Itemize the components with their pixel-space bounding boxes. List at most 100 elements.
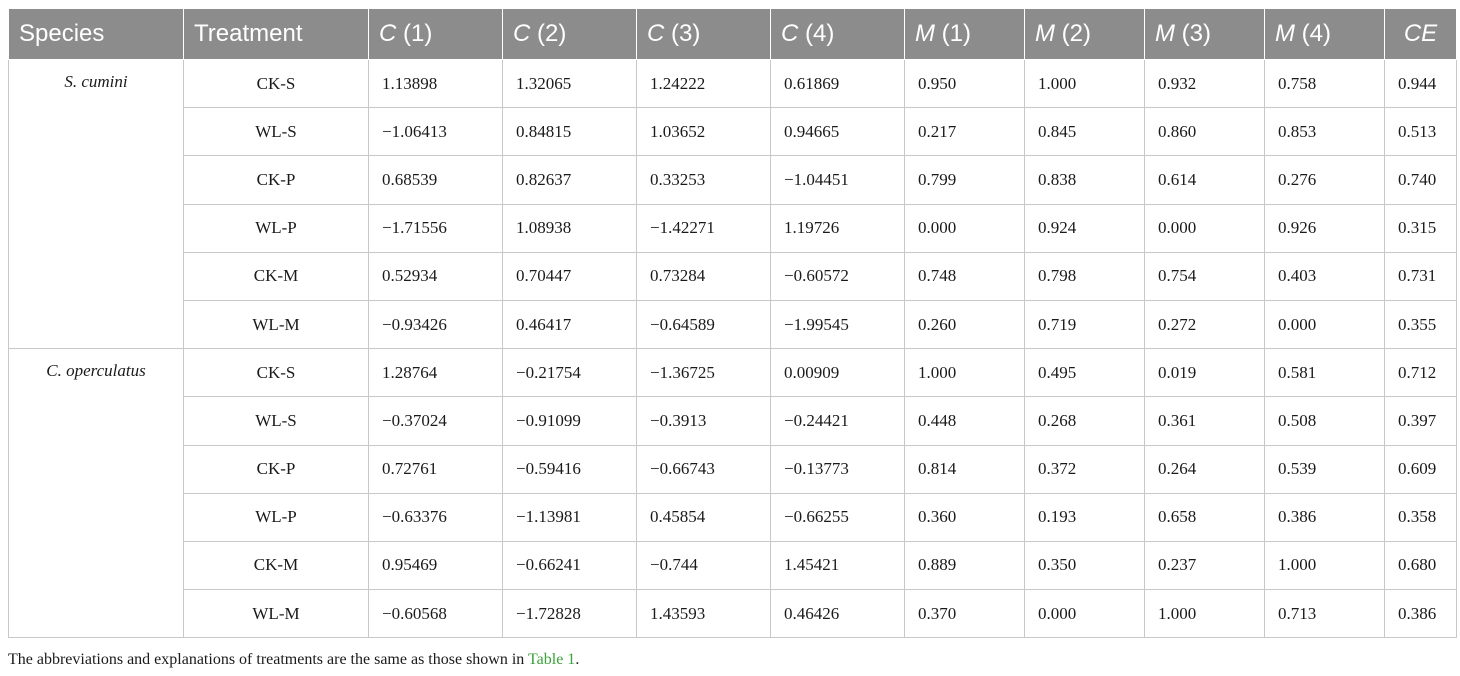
species-cell: C. operculatus [8,348,184,639]
value-cell: 0.889 [904,540,1025,591]
column-header: M (1) [904,8,1025,60]
table-row: WL-P −1.71556 1.08938 −1.42271 1.19726 0.000 0… [9,203,1457,253]
column-header-symbol: M [1155,20,1175,47]
treatment-cell: WL-S [183,396,369,446]
value-cell: −0.24421 [770,396,905,446]
value-cell: 1.03652 [636,107,771,157]
value-cell: −1.42271 [636,203,771,253]
value-cell: 0.731 [1384,251,1457,301]
value-cell: 1.45421 [770,540,905,591]
table-row: WL-M −0.93426 0.46417 −0.64589 −1.99545 0.260… [9,299,1457,350]
column-header: M (3) [1144,8,1265,60]
value-cell: 0.358 [1384,492,1457,542]
value-cell: 0.72761 [368,444,503,494]
value-cell: −0.60568 [368,589,503,639]
table-row: S. cumini CK-S 1.13898 1.32065 1.24222 0.6186… [8,58,1457,350]
value-cell: 0.658 [1144,492,1265,542]
column-header-symbol: C [513,20,531,47]
value-cell: 0.000 [1144,203,1265,253]
column-header-label: (4) [1295,20,1331,47]
value-cell: 0.860 [1144,107,1265,157]
treatment-cell: CK-P [183,444,369,494]
value-cell: 0.712 [1384,348,1457,398]
table-row: CK-M 0.95469 −0.66241 −0.744 1.45421 0.889 0.3… [9,540,1457,591]
value-cell: 0.264 [1144,444,1265,494]
value-cell: 0.360 [904,492,1025,542]
column-header: CE [1384,8,1457,60]
treatment-cell: CK-S [183,348,369,398]
value-cell: −0.60572 [770,251,905,301]
value-cell: 0.45854 [636,492,771,542]
value-cell: 1.08938 [502,203,637,253]
treatment-cell: WL-M [183,589,369,639]
value-cell: 0.70447 [502,251,637,301]
species-cell: S. cumini [8,58,184,350]
treatment-cell: CK-M [183,251,369,301]
column-header-symbol: CE [1403,20,1438,47]
value-cell: 0.52934 [368,251,503,301]
value-cell: 0.748 [904,251,1025,301]
value-cell: 0.386 [1384,589,1457,639]
value-cell: 0.95469 [368,540,503,591]
treatment-cell: WL-S [183,107,369,157]
value-cell: 0.495 [1024,348,1145,398]
value-cell: −0.3913 [636,396,771,446]
column-header-symbol: C [647,20,665,47]
value-cell: 0.814 [904,444,1025,494]
value-cell: −0.66743 [636,444,771,494]
value-cell: 1.000 [1264,540,1385,591]
value-cell: −1.06413 [368,107,503,157]
value-cell: 0.73284 [636,251,771,301]
value-cell: 0.217 [904,107,1025,157]
column-header-label: Treatment [194,20,303,47]
column-header: Species [8,8,184,60]
value-cell: −1.36725 [636,348,771,398]
value-cell: 0.513 [1384,107,1457,157]
value-cell: −1.13981 [502,492,637,542]
table-row: C. operculatus CK-S 1.28764 −0.21754 −1.3672… [8,348,1457,639]
value-cell: 0.758 [1264,58,1385,109]
column-header-label: (3) [1175,20,1211,47]
value-cell: 0.370 [904,589,1025,639]
value-cell: 0.926 [1264,203,1385,253]
value-cell: 0.924 [1024,203,1145,253]
value-cell: 0.94665 [770,107,905,157]
value-cell: 0.193 [1024,492,1145,542]
table-1-link[interactable]: Table 1 [528,651,576,668]
value-cell: −0.37024 [368,396,503,446]
value-cell: 0.614 [1144,155,1265,205]
value-cell: 0.00909 [770,348,905,398]
footnote-text: The abbreviations and explanations of tr… [8,651,528,668]
value-cell: 0.950 [904,58,1025,109]
value-cell: 1.000 [1024,58,1145,109]
column-header-symbol: M [915,20,935,47]
value-cell: 0.754 [1144,251,1265,301]
table-body: S. cumini CK-S 1.13898 1.32065 1.24222 0.6186… [8,58,1457,639]
value-cell: 0.581 [1264,348,1385,398]
value-cell: 0.713 [1264,589,1385,639]
value-cell: 0.276 [1264,155,1385,205]
table-row: WL-P −0.63376 −1.13981 0.45854 −0.66255 0.360… [9,492,1457,542]
value-cell: −0.64589 [636,299,771,350]
value-cell: 1.13898 [368,58,503,109]
value-cell: 1.000 [1144,589,1265,639]
value-cell: 0.932 [1144,58,1265,109]
column-header: C (1) [368,8,503,60]
value-cell: 0.386 [1264,492,1385,542]
treatment-cell: WL-M [183,299,369,350]
value-cell: 0.361 [1144,396,1265,446]
value-cell: 0.68539 [368,155,503,205]
value-cell: 0.000 [904,203,1025,253]
column-header-label: (1) [935,20,971,47]
value-cell: 0.46417 [502,299,637,350]
data-table: Species Treatment C (1) C (2) C (3) C (4) M (1… [8,8,1457,639]
value-cell: 1.43593 [636,589,771,639]
column-header: C (3) [636,8,771,60]
column-header: C (2) [502,8,637,60]
treatment-cell: WL-P [183,492,369,542]
column-header-symbol: M [1275,20,1295,47]
treatment-cell: CK-S [183,58,369,109]
column-header-symbol: C [379,20,397,47]
column-header-label: (2) [530,20,567,47]
value-cell: 0.33253 [636,155,771,205]
